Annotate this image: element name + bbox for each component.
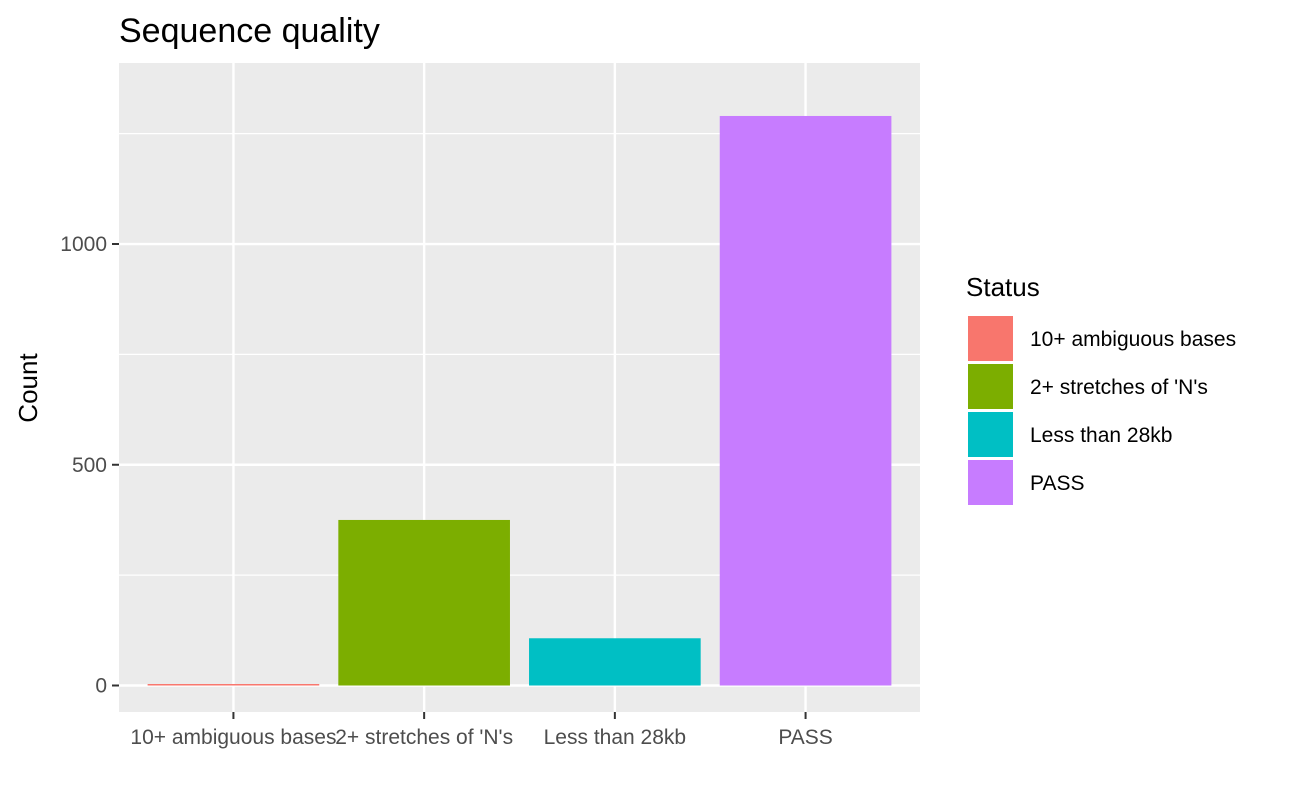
legend: 10+ ambiguous bases 2+ stretches of 'N's L… bbox=[968, 316, 1236, 505]
legend-key-1 bbox=[968, 316, 1013, 361]
legend-label-4: PASS bbox=[1030, 472, 1084, 495]
legend-title: Status bbox=[966, 272, 1040, 302]
bar-4 bbox=[719, 115, 892, 686]
x-tick-label: 10+ ambiguous bases bbox=[130, 726, 336, 749]
legend-label-1: 10+ ambiguous bases bbox=[1030, 328, 1236, 351]
legend-label-3: Less than 28kb bbox=[1030, 424, 1172, 447]
legend-key-3 bbox=[968, 412, 1013, 457]
y-tick-label: 500 bbox=[72, 454, 107, 477]
legend-label-2: 2+ stretches of 'N's bbox=[1030, 376, 1208, 399]
bar-1 bbox=[147, 684, 320, 686]
legend-key-2 bbox=[968, 364, 1013, 409]
y-axis-label: Count bbox=[13, 353, 43, 423]
x-tick-label: Less than 28kb bbox=[544, 726, 686, 749]
bars bbox=[147, 115, 892, 686]
x-tick-label: PASS bbox=[778, 726, 832, 749]
chart-title: Sequence quality bbox=[119, 12, 380, 50]
y-tick-label: 0 bbox=[95, 675, 107, 698]
bar-2 bbox=[338, 519, 510, 686]
x-tick-label: 2+ stretches of 'N's bbox=[335, 726, 513, 749]
legend-key-4 bbox=[968, 460, 1013, 505]
y-tick-label: 1000 bbox=[60, 233, 107, 256]
bar-3 bbox=[529, 638, 701, 686]
